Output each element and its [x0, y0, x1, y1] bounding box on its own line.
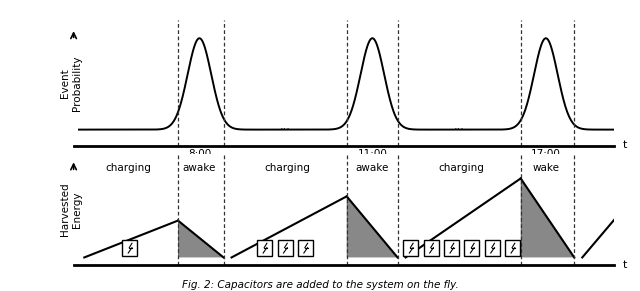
Y-axis label: Event
Probability: Event Probability: [60, 55, 82, 111]
Polygon shape: [178, 221, 223, 258]
Text: t: t: [623, 141, 627, 150]
Bar: [122, 239, 138, 256]
Bar: [465, 239, 479, 256]
Bar: [424, 239, 439, 256]
Bar: [403, 239, 419, 256]
Text: charging: charging: [439, 163, 484, 173]
Bar: [444, 239, 459, 256]
Y-axis label: Harvested
Energy: Harvested Energy: [60, 183, 82, 236]
Text: wake: wake: [532, 163, 559, 173]
Polygon shape: [347, 196, 397, 258]
Text: ...: ...: [454, 121, 465, 131]
Text: ...: ...: [280, 121, 291, 131]
Bar: [485, 239, 500, 256]
Text: charging: charging: [265, 163, 310, 173]
Bar: [257, 239, 272, 256]
Text: awake: awake: [183, 163, 216, 173]
Bar: [278, 239, 292, 256]
Text: 8:00: 8:00: [188, 150, 211, 159]
Text: charging: charging: [105, 163, 151, 173]
Text: Fig. 2: Capacitors are added to the system on the fly.: Fig. 2: Capacitors are added to the syst…: [182, 280, 458, 290]
Bar: [505, 239, 520, 256]
Polygon shape: [521, 178, 574, 258]
Text: awake: awake: [356, 163, 389, 173]
Text: t: t: [623, 260, 627, 270]
Text: 11:00: 11:00: [358, 150, 387, 159]
Bar: [298, 239, 313, 256]
Text: 17:00: 17:00: [531, 150, 561, 159]
